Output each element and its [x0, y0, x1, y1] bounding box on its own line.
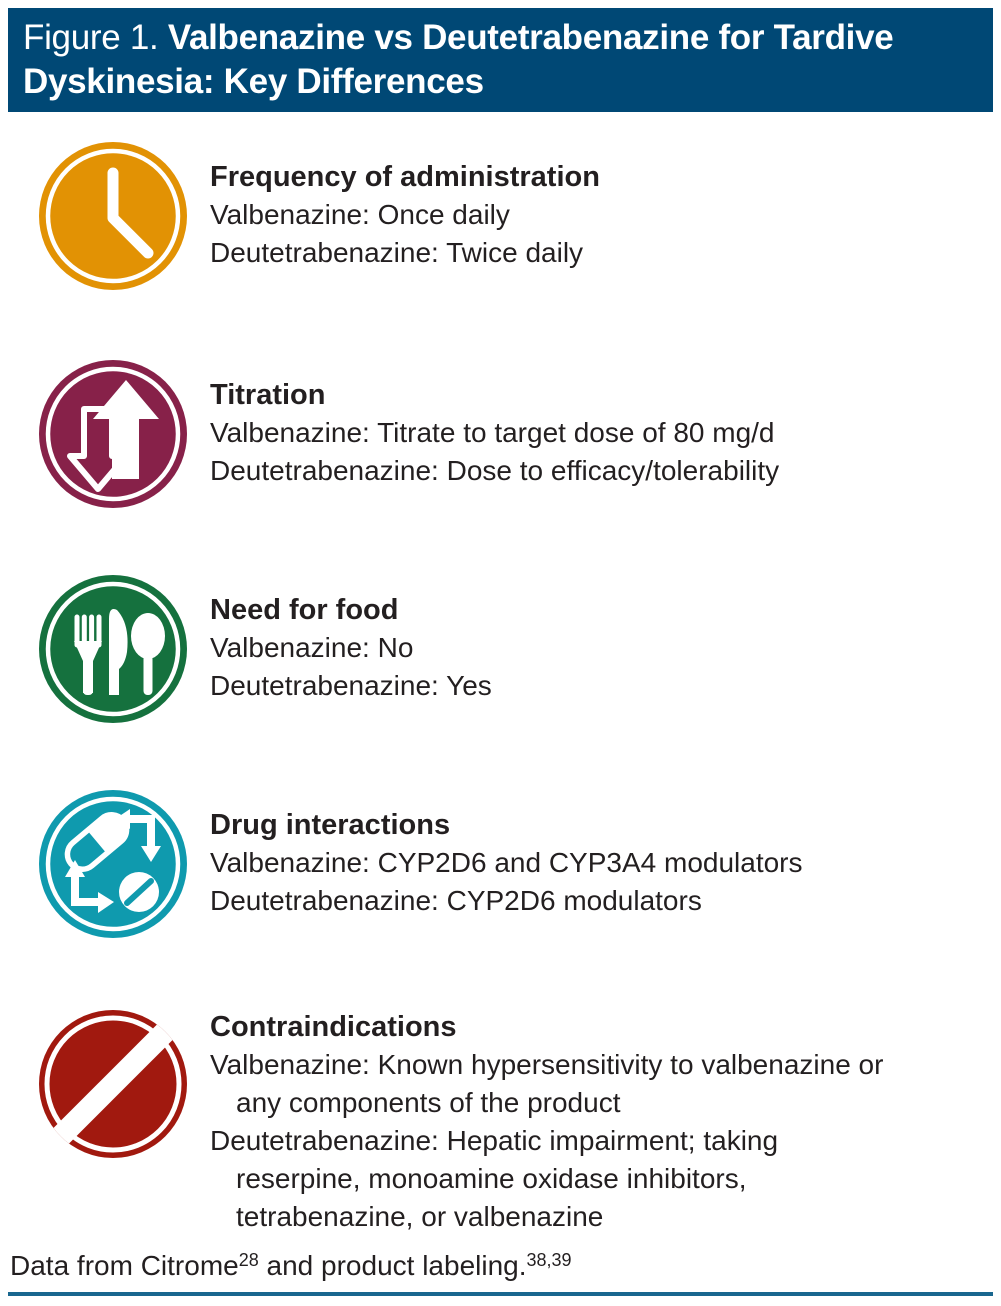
row-food: Need for food Valbenazine: No Deutetrabe…: [37, 573, 1001, 725]
deutetrabenazine-line: Deutetrabenazine: Yes: [210, 670, 492, 701]
valbenazine-line: Valbenazine: Titrate to target dose of 8…: [210, 417, 775, 448]
deutetrabenazine-line: Deutetrabenazine: Twice daily: [210, 237, 584, 268]
row-heading: Frequency of administration: [210, 161, 600, 193]
reference-superscript: 28: [238, 1250, 259, 1270]
reference-superscript: 38,39: [526, 1250, 572, 1270]
row-heading: Contraindications: [210, 1011, 457, 1043]
bottom-divider: [8, 1292, 993, 1296]
deutetrabenazine-line: Deutetrabenazine: Hepatic impairment; ta…: [210, 1125, 779, 1156]
row-frequency: Frequency of administration Valbenazine:…: [37, 140, 1001, 292]
valbenazine-line: Valbenazine: No: [210, 632, 414, 663]
deutetrabenazine-line: Deutetrabenazine: Dose to efficacy/toler…: [210, 455, 780, 486]
figure-title-text: Valbenazine vs Deutetrabenazine for Tard…: [23, 18, 894, 101]
deutetrabenazine-line: Deutetrabenazine: CYP2D6 modulators: [210, 885, 702, 916]
row-heading: Need for food: [210, 594, 399, 626]
valbenazine-line-wrap: any components of the product: [236, 1087, 621, 1118]
source-text: and product labeling.: [258, 1250, 527, 1281]
row-interactions: Drug interactions Valbenazine: CYP2D6 an…: [37, 788, 1001, 940]
figure-title: Figure 1. Valbenazine vs Deutetrabenazin…: [8, 8, 993, 112]
key-differences-list: Frequency of administration Valbenazine:…: [0, 140, 1001, 1236]
no-symbol-icon: [37, 1008, 189, 1160]
row-contraindications: Contraindications Valbenazine: Known hyp…: [37, 1008, 1001, 1236]
row-heading: Drug interactions: [210, 809, 451, 841]
utensils-icon: [37, 573, 189, 725]
row-titration: Titration Valbenazine: Titrate to target…: [37, 358, 1001, 510]
deutetrabenazine-line-wrap: reserpine, monoamine oxidase inhibitors,: [236, 1163, 747, 1194]
valbenazine-line: Valbenazine: Known hypersensitivity to v…: [210, 1049, 884, 1080]
deutetrabenazine-line-wrap: tetrabenazine, or valbenazine: [236, 1201, 604, 1232]
pill-interactions-icon: [37, 788, 189, 940]
valbenazine-line: Valbenazine: Once daily: [210, 199, 510, 230]
source-text: Data from Citrome: [10, 1250, 239, 1281]
row-heading: Titration: [210, 379, 326, 411]
clock-icon: [37, 140, 189, 292]
up-down-arrows-icon: [37, 358, 189, 510]
figure-label: Figure 1.: [23, 18, 159, 57]
source-note: Data from Citrome28 and product labeling…: [10, 1248, 572, 1284]
valbenazine-line: Valbenazine: CYP2D6 and CYP3A4 modulator…: [210, 847, 803, 878]
